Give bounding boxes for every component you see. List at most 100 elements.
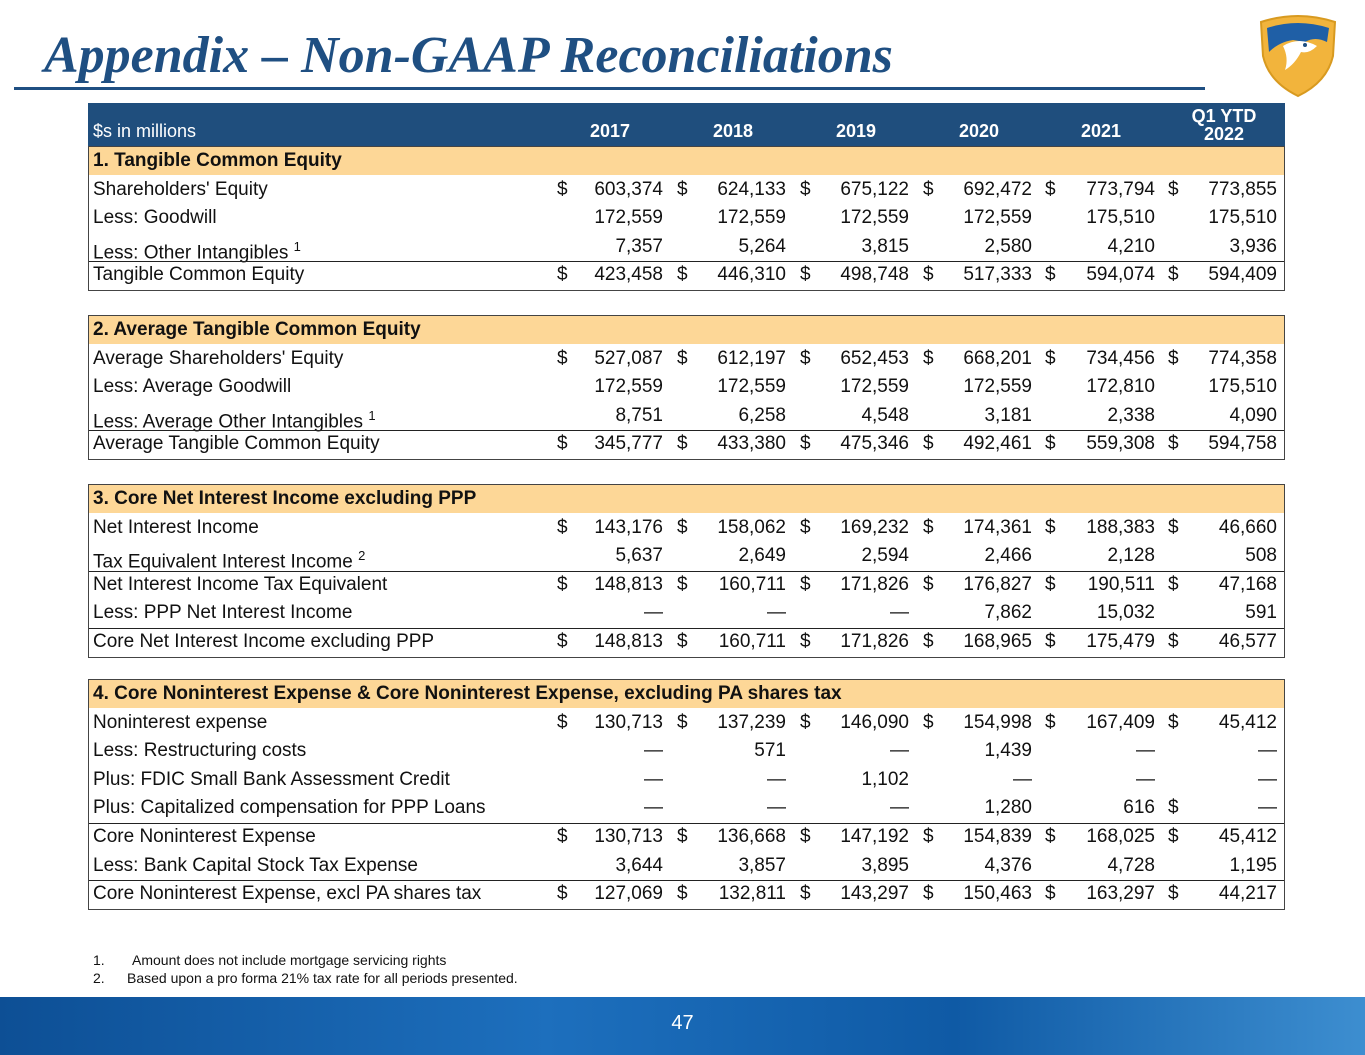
currency-sign: $ (1168, 178, 1179, 200)
row-label-text: Less: Average Other Intangibles (93, 411, 364, 433)
currency-sign: $ (557, 631, 568, 652)
cell-value: 175,510 (1208, 207, 1277, 229)
currency-sign: $ (557, 516, 568, 538)
currency-sign: $ (923, 573, 934, 595)
cell-value: 2,338 (1107, 404, 1155, 426)
cell-value: 773,855 (1208, 178, 1277, 200)
column-header: 2017 (589, 121, 631, 141)
row-label: Net Interest Income (93, 514, 259, 542)
section-header (89, 485, 1284, 513)
cell-value: 2,594 (861, 545, 909, 567)
currency-sign: $ (800, 264, 811, 286)
cell-value: 163,297 (1086, 883, 1155, 905)
cell-value: 3,936 (1229, 235, 1277, 257)
currency-sign: $ (800, 826, 811, 847)
row-label-text: Tax Equivalent Interest Income (93, 551, 353, 573)
cell-value: 2,649 (738, 545, 786, 567)
cell-value: 773,794 (1086, 178, 1155, 200)
cell-value: 571 (754, 740, 786, 762)
cell-value: 2,580 (984, 235, 1032, 257)
currency-sign: $ (1045, 516, 1056, 538)
currency-sign: $ (1045, 264, 1056, 286)
row-label-text: Noninterest expense (93, 711, 268, 733)
row-label: Tangible Common Equity (93, 261, 304, 289)
cell-value: 423,458 (594, 264, 663, 286)
cell-value: 692,472 (963, 178, 1032, 200)
currency-sign: $ (800, 178, 811, 200)
cell-value: 147,192 (840, 826, 909, 847)
cell-value: — (1258, 740, 1277, 762)
cell-value: — (1136, 740, 1155, 762)
row-label-text: Shareholders' Equity (93, 178, 268, 200)
cell-value: 624,133 (717, 178, 786, 200)
cell-value: 143,176 (594, 516, 663, 538)
currency-sign: $ (800, 711, 811, 733)
currency-sign: $ (1168, 347, 1179, 369)
cell-value: 127,069 (594, 883, 663, 905)
cell-value: 160,711 (718, 631, 786, 652)
cell-value: 190,511 (1087, 573, 1155, 595)
currency-sign: $ (923, 178, 934, 200)
row-label: Less: Average Goodwill (93, 373, 291, 401)
row-label: Core Net Interest Income excluding PPP (93, 628, 434, 656)
footnote-number: 1. (93, 952, 105, 968)
cell-value: 172,810 (1086, 376, 1155, 398)
cell-value: — (767, 768, 786, 790)
row-label-text: Average Shareholders' Equity (93, 347, 344, 369)
title-rule (14, 87, 1205, 90)
currency-sign: $ (677, 178, 688, 200)
cell-value: 160,711 (718, 573, 786, 595)
cell-value: 172,559 (594, 207, 663, 229)
cell-value: 4,548 (861, 404, 909, 426)
currency-sign: $ (1168, 826, 1179, 847)
cell-value: 4,090 (1229, 404, 1277, 426)
cell-value: 4,210 (1107, 235, 1155, 257)
currency-sign: $ (557, 883, 568, 905)
currency-sign: $ (1168, 264, 1179, 286)
cell-value: 188,383 (1086, 516, 1155, 538)
cell-value: 3,815 (861, 235, 909, 257)
cell-value: 1,102 (861, 768, 909, 790)
currency-sign: $ (557, 178, 568, 200)
currency-sign: $ (923, 516, 934, 538)
cell-value: 594,758 (1208, 433, 1277, 455)
currency-sign: $ (800, 573, 811, 595)
footnote-ref: 1 (293, 238, 301, 254)
row-label: Average Shareholders' Equity (93, 345, 343, 373)
row-label: Less: Other Intangibles 1 (93, 233, 301, 267)
row-label-text: Less: Goodwill (93, 207, 217, 229)
row-label-text: Less: Restructuring costs (93, 740, 307, 762)
cell-value: 137,239 (717, 711, 786, 733)
cell-value: 172,559 (963, 376, 1032, 398)
currency-sign: $ (800, 433, 811, 455)
section-title: 1. Tangible Common Equity (93, 150, 342, 171)
cell-value: 130,713 (594, 711, 663, 733)
row-label-text: Core Noninterest Expense, excl PA shares… (93, 883, 482, 905)
currency-sign: $ (677, 883, 688, 905)
currency-sign: $ (800, 516, 811, 538)
currency-sign: $ (557, 347, 568, 369)
cell-value: 612,197 (717, 347, 786, 369)
cell-value: 675,122 (840, 178, 909, 200)
cell-value: 774,358 (1208, 347, 1277, 369)
cell-value: — (1258, 768, 1277, 790)
section-box (88, 315, 1285, 460)
currency-sign: $ (557, 264, 568, 286)
slide-title: Appendix – Non-GAAP Reconciliations (44, 27, 893, 84)
currency-sign: $ (1168, 573, 1179, 595)
total-rule (89, 570, 1284, 572)
row-label: Less: Restructuring costs (93, 737, 306, 765)
cell-value: — (890, 602, 909, 624)
cell-value: 175,510 (1208, 376, 1277, 398)
cell-value: 167,409 (1086, 711, 1155, 733)
cell-value: 158,062 (717, 516, 786, 538)
section-box (88, 679, 1285, 910)
cell-value: 2,128 (1107, 545, 1155, 567)
cell-value: 6,258 (738, 404, 786, 426)
cell-value: 143,297 (840, 883, 909, 905)
row-label-text: Net Interest Income Tax Equivalent (93, 573, 388, 595)
cell-value: 3,181 (984, 404, 1032, 426)
cell-value: 668,201 (963, 347, 1032, 369)
cell-value: 168,965 (963, 631, 1032, 652)
cell-value: 45,412 (1218, 711, 1277, 733)
